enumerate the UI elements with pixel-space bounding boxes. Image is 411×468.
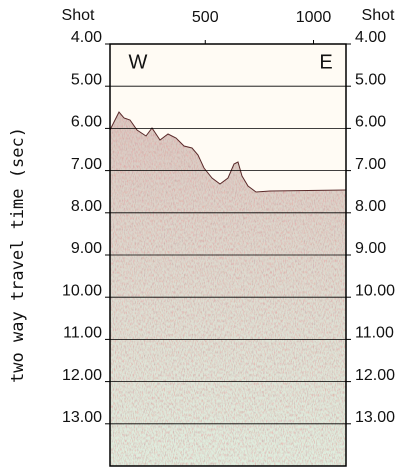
y-tick-label: 6.00: [71, 114, 102, 131]
y-tick-label: 11.00: [355, 325, 394, 342]
y-tick-label: 4.00: [355, 29, 386, 46]
y-tick-label: 7.00: [355, 156, 386, 173]
y-tick-label: 12.00: [62, 367, 102, 384]
y-tick-label: 7.00: [71, 156, 102, 173]
y-tick-label: 13.00: [355, 409, 395, 426]
y-tick-label: 6.00: [355, 114, 386, 131]
x-label-right: Shot: [362, 7, 395, 24]
y-tick-label: 10.00: [355, 282, 395, 299]
x-label-left: Shot: [62, 7, 95, 24]
y-tick-label: 11.00: [63, 325, 102, 342]
y-axis-label: two way travel time (sec): [8, 127, 28, 383]
y-tick-label: 8.00: [355, 198, 386, 215]
x-tick-label: 1000: [296, 9, 332, 26]
y-tick-label: 9.00: [71, 240, 102, 257]
y-tick-label: 4.00: [71, 29, 102, 46]
annotation: W: [129, 51, 148, 73]
y-tick-label: 9.00: [355, 240, 386, 257]
y-tick-label: 10.00: [62, 282, 102, 299]
y-tick-label: 5.00: [355, 71, 386, 88]
y-tick-label: 8.00: [71, 198, 102, 215]
y-tick-label: 12.00: [355, 367, 395, 384]
x-tick-label: 500: [192, 9, 219, 26]
y-tick-label: 13.00: [62, 409, 102, 426]
annotation: E: [319, 51, 332, 73]
seafloor: [109, 111, 347, 193]
y-tick-label: 5.00: [71, 71, 102, 88]
